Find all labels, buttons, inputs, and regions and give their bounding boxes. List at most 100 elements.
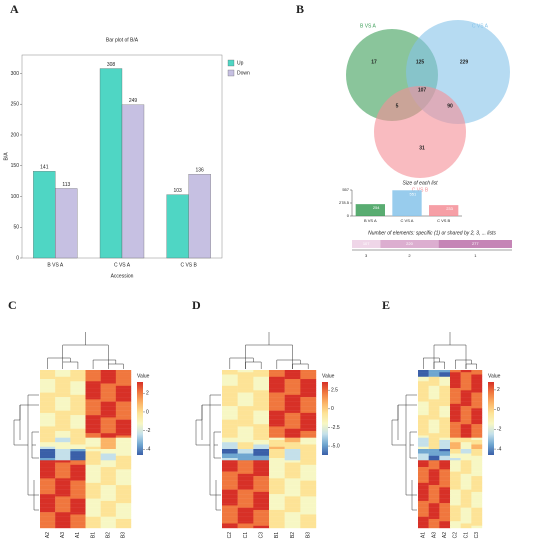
column-label: C1 xyxy=(463,532,469,539)
heatmap-cell xyxy=(428,412,440,416)
heatmap-cell xyxy=(55,476,71,479)
heatmap-cell xyxy=(418,503,429,506)
heatmap-cell xyxy=(40,478,56,481)
heatmap-cell xyxy=(85,467,101,470)
heatmap-cell xyxy=(115,514,132,517)
heatmap-cell xyxy=(471,388,483,391)
heatmap-cell xyxy=(237,451,254,454)
heatmap-cell xyxy=(70,446,86,450)
heatmap-cell xyxy=(418,464,429,468)
heatmap-cell xyxy=(115,512,132,515)
heatmap-cell xyxy=(471,478,483,481)
heatmap-cell xyxy=(300,521,317,524)
heatmap-cell xyxy=(40,480,56,484)
heatmap-cell xyxy=(460,390,472,393)
heatmap-cell xyxy=(284,489,301,493)
y-tick-label: 50 xyxy=(13,225,19,231)
heatmap-cell xyxy=(253,509,270,513)
heatmap-cell xyxy=(439,397,451,400)
heatmap-cell xyxy=(418,433,429,436)
heatmap-cell xyxy=(269,491,285,495)
row-dendrogram xyxy=(13,394,39,511)
heatmap-cell xyxy=(115,444,132,447)
heatmap-cell xyxy=(300,449,317,452)
heatmap-cell xyxy=(418,498,429,502)
heatmap-cell xyxy=(70,388,86,391)
heatmap-cell xyxy=(222,426,238,429)
heatmap-cell xyxy=(115,446,132,450)
heatmap-cell xyxy=(237,487,254,490)
heatmap-cell xyxy=(471,419,483,423)
heatmap-cell xyxy=(55,388,71,391)
heatmap-cell xyxy=(428,374,440,377)
x-tick-label: C VS A xyxy=(114,262,131,268)
heatmap-cell xyxy=(269,442,285,445)
heatmap-cell xyxy=(428,498,440,502)
heatmap-cell xyxy=(237,372,254,375)
heatmap-cell xyxy=(115,397,132,400)
heatmap-cell xyxy=(222,516,238,520)
colorbar-tick-label: -2 xyxy=(497,427,502,433)
heatmap-cell xyxy=(115,469,132,472)
heatmap-cell xyxy=(471,464,483,468)
heatmap-cell xyxy=(100,428,117,432)
heatmap-cell xyxy=(450,439,461,443)
heatmap-cell xyxy=(253,500,270,504)
heatmap-cell xyxy=(284,451,301,454)
size-category: C VS A xyxy=(401,218,414,223)
heatmap-cell xyxy=(269,397,285,400)
colorbar xyxy=(137,382,143,455)
heatmap-cell xyxy=(253,462,270,465)
heatmap-cell xyxy=(253,485,270,488)
heatmap-cell xyxy=(40,516,56,520)
bar xyxy=(121,104,145,259)
heatmap-cell xyxy=(439,392,451,396)
heatmap-cell xyxy=(100,374,117,377)
heatmap-cell xyxy=(115,370,132,373)
legend-title: Value xyxy=(488,373,501,379)
heatmap-cell xyxy=(300,525,317,529)
heatmap-cell xyxy=(269,514,285,517)
heatmap-cell xyxy=(300,379,317,382)
heatmap-cell xyxy=(55,512,71,515)
heatmap-cell xyxy=(428,514,440,517)
heatmap-cell xyxy=(418,419,429,423)
heatmap-cell xyxy=(70,514,86,517)
heatmap-cell xyxy=(300,401,317,405)
heatmap-cell xyxy=(115,518,132,522)
heatmap-cell xyxy=(237,449,254,452)
heatmap-cell xyxy=(237,503,254,506)
heatmap-cell xyxy=(284,439,301,443)
heatmap-cell xyxy=(115,394,132,398)
heatmap-cell xyxy=(253,397,270,400)
heatmap-cell xyxy=(40,476,56,479)
heatmap-cell xyxy=(222,480,238,484)
heatmap-cell xyxy=(85,428,101,432)
heatmap-cell xyxy=(284,426,301,429)
heatmap-cell xyxy=(450,379,461,382)
heatmap-cell xyxy=(115,467,132,470)
heatmap-cell xyxy=(450,437,461,441)
heatmap-cell xyxy=(269,394,285,398)
heatmap-cell xyxy=(471,379,483,382)
heatmap-cell xyxy=(450,428,461,432)
venn-count: 17 xyxy=(371,59,377,65)
heatmap-cell xyxy=(55,444,71,447)
heatmap-cell xyxy=(418,476,429,479)
heatmap-cell xyxy=(269,430,285,434)
heatmap-cell xyxy=(85,437,101,441)
heatmap-cell xyxy=(284,498,301,502)
heatmap-cell xyxy=(269,464,285,468)
heatmap-cell xyxy=(428,372,440,375)
heatmap-cell xyxy=(100,521,117,524)
heatmap-cell xyxy=(284,424,301,427)
heatmap-cell xyxy=(269,381,285,384)
heatmap-cell xyxy=(40,473,56,477)
heatmap-cell xyxy=(70,419,86,423)
heatmap-cell xyxy=(439,503,451,506)
heatmap-cell xyxy=(222,388,238,391)
heatmap-cell xyxy=(460,385,472,389)
heatmap-cell xyxy=(269,399,285,402)
heatmap-cell xyxy=(300,439,317,443)
heatmap-cell xyxy=(237,489,254,493)
